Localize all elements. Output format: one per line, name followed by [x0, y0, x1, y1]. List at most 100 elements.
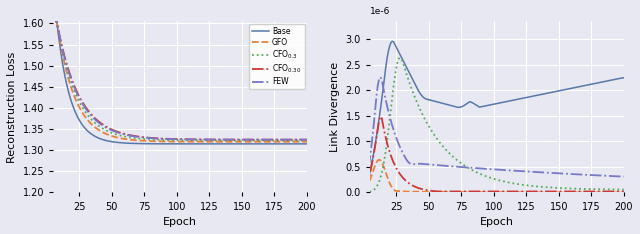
Base — [44, 18, 52, 21]
Line: Base: Base — [365, 41, 624, 187]
CFO$_{0.30}$ — [378, 117, 386, 120]
GFO — [303, 140, 310, 143]
Base — [113, 141, 121, 144]
Line: FEW: FEW — [48, 19, 307, 140]
Base — [92, 135, 100, 138]
CFO$_{0.3}$ — [608, 188, 616, 191]
CFO$_{0.3}$ — [92, 122, 100, 125]
CFO$_{0.30}$ — [609, 190, 617, 193]
CFO$_{0.3}$ — [44, 18, 52, 21]
CFO$_{0.3}$ — [361, 191, 369, 194]
Base — [361, 186, 369, 189]
CFO$_{0.3}$ — [303, 139, 310, 142]
GFO — [620, 191, 628, 194]
CFO$_{0.30}$ — [361, 188, 369, 191]
Base — [377, 107, 385, 110]
FEW — [281, 138, 289, 141]
Base — [599, 80, 607, 83]
FEW — [599, 174, 607, 177]
FEW — [431, 164, 439, 166]
Base — [608, 79, 616, 81]
GFO — [92, 127, 100, 130]
Line: Base: Base — [48, 19, 307, 144]
FEW — [378, 78, 386, 81]
FEW — [361, 184, 369, 187]
CFO$_{0.30}$ — [54, 29, 62, 31]
FEW — [44, 18, 52, 21]
Base — [371, 142, 379, 145]
CFO$_{0.30}$ — [377, 115, 385, 118]
FEW — [377, 76, 385, 79]
Base — [303, 143, 310, 145]
CFO$_{0.30}$ — [303, 138, 310, 141]
CFO$_{0.30}$ — [410, 185, 418, 188]
Base — [431, 100, 439, 103]
CFO$_{0.3}$ — [371, 187, 379, 190]
CFO$_{0.3}$ — [620, 188, 628, 191]
Y-axis label: Reconstruction Loss: Reconstruction Loss — [7, 51, 17, 163]
GFO — [361, 188, 369, 190]
FEW — [290, 138, 298, 141]
Line: FEW: FEW — [365, 77, 624, 186]
Legend: Base, GFO, CFO$_{0.3}$, CFO$_{0.30}$, FEW: Base, GFO, CFO$_{0.3}$, CFO$_{0.30}$, FE… — [249, 24, 305, 89]
CFO$_{0.3}$ — [377, 176, 385, 179]
CFO$_{0.30}$ — [620, 190, 628, 193]
Base — [410, 81, 418, 84]
CFO$_{0.30}$ — [600, 190, 608, 193]
GFO — [378, 161, 386, 164]
Base — [60, 68, 67, 70]
Line: GFO: GFO — [365, 160, 624, 192]
GFO — [410, 190, 418, 193]
Line: GFO: GFO — [48, 19, 307, 142]
CFO$_{0.3}$ — [113, 133, 121, 136]
GFO — [113, 136, 121, 139]
CFO$_{0.3}$ — [599, 188, 607, 191]
Base — [281, 143, 289, 145]
CFO$_{0.30}$ — [113, 130, 121, 133]
CFO$_{0.30}$ — [281, 138, 289, 141]
GFO — [290, 140, 298, 143]
GFO — [54, 30, 62, 33]
CFO$_{0.3}$ — [396, 56, 404, 59]
FEW — [54, 29, 62, 32]
FEW — [620, 175, 628, 178]
CFO$_{0.3}$ — [281, 139, 289, 142]
Line: CFO$_{0.3}$: CFO$_{0.3}$ — [48, 19, 307, 140]
CFO$_{0.3}$ — [410, 95, 418, 97]
CFO$_{0.30}$ — [431, 190, 439, 193]
X-axis label: Epoch: Epoch — [163, 217, 197, 227]
GFO — [431, 190, 439, 193]
CFO$_{0.30}$ — [290, 138, 298, 141]
GFO — [281, 140, 289, 143]
CFO$_{0.30}$ — [435, 190, 443, 193]
FEW — [60, 52, 67, 55]
Base — [290, 143, 298, 145]
FEW — [410, 163, 418, 166]
GFO — [608, 191, 616, 194]
GFO — [599, 191, 607, 194]
Text: 1e-6: 1e-6 — [370, 7, 390, 16]
GFO — [375, 158, 383, 161]
CFO$_{0.30}$ — [92, 118, 100, 121]
GFO — [60, 58, 67, 61]
Base — [54, 33, 62, 36]
CFO$_{0.3}$ — [431, 135, 439, 138]
Base — [388, 40, 396, 43]
FEW — [608, 175, 616, 178]
FEW — [113, 131, 121, 134]
Line: CFO$_{0.30}$: CFO$_{0.30}$ — [48, 19, 307, 140]
Base — [620, 76, 628, 79]
CFO$_{0.30}$ — [371, 144, 379, 147]
X-axis label: Epoch: Epoch — [480, 217, 514, 227]
CFO$_{0.30}$ — [60, 51, 67, 54]
Y-axis label: Link Divergence: Link Divergence — [330, 62, 340, 152]
GFO — [371, 164, 379, 166]
CFO$_{0.3}$ — [54, 29, 62, 32]
Line: CFO$_{0.30}$: CFO$_{0.30}$ — [365, 117, 624, 191]
CFO$_{0.3}$ — [290, 139, 298, 142]
CFO$_{0.3}$ — [60, 55, 67, 57]
CFO$_{0.30}$ — [44, 18, 52, 21]
GFO — [44, 18, 52, 21]
FEW — [371, 107, 379, 110]
Line: CFO$_{0.3}$: CFO$_{0.3}$ — [365, 58, 624, 192]
